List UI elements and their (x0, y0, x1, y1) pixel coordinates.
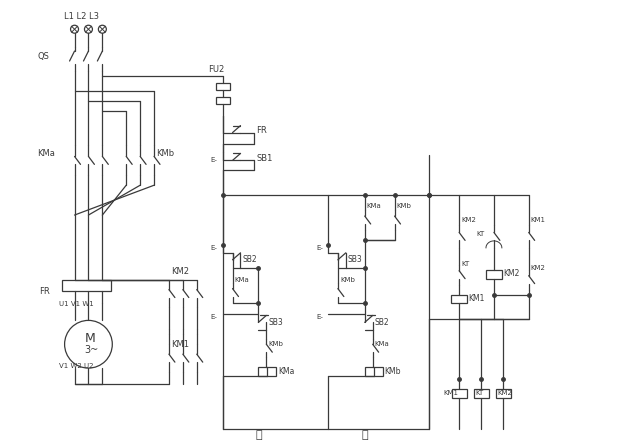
Bar (61, 280, 111, 291)
Text: KMb: KMb (340, 277, 355, 283)
Circle shape (84, 25, 92, 33)
Text: SB3: SB3 (268, 318, 283, 327)
Text: E-: E- (316, 245, 323, 251)
Bar (496, 389, 511, 398)
Bar (474, 389, 489, 398)
Text: KMb: KMb (385, 367, 401, 375)
Bar (451, 295, 467, 304)
Text: KM2: KM2 (503, 269, 519, 278)
Text: U1 V1 W1: U1 V1 W1 (59, 301, 93, 308)
Circle shape (65, 320, 112, 368)
Text: KM1: KM1 (531, 217, 546, 223)
Text: E-: E- (211, 314, 218, 320)
Text: FU2: FU2 (208, 65, 224, 75)
Circle shape (70, 25, 79, 33)
Text: FR: FR (257, 126, 267, 135)
Text: 3~: 3~ (84, 345, 99, 355)
Text: KMa: KMa (278, 367, 294, 375)
Bar (365, 367, 383, 376)
Text: KM2: KM2 (461, 217, 476, 223)
Text: KM1: KM1 (444, 390, 458, 396)
Text: QS: QS (38, 51, 50, 60)
Bar (216, 83, 230, 90)
Text: 正: 正 (255, 430, 262, 440)
Text: L1 L2 L3: L1 L2 L3 (63, 12, 99, 21)
Text: KMa: KMa (234, 277, 250, 283)
Text: E-: E- (316, 314, 323, 320)
Text: SB2: SB2 (374, 318, 389, 327)
Text: KMa: KMa (367, 203, 381, 209)
Text: KMb: KMb (156, 149, 174, 158)
Text: KT: KT (461, 261, 469, 267)
Text: FR: FR (39, 287, 49, 296)
Text: SB2: SB2 (243, 255, 257, 264)
Bar (216, 97, 230, 104)
Text: KM1: KM1 (171, 340, 189, 349)
Text: SB1: SB1 (257, 154, 273, 163)
Text: 反: 反 (362, 430, 368, 440)
Bar (259, 367, 276, 376)
Text: KMb: KMb (268, 341, 283, 347)
Text: M: M (84, 332, 95, 345)
Text: SB3: SB3 (348, 255, 363, 264)
Text: KMa: KMa (36, 149, 54, 158)
Text: KT: KT (475, 390, 483, 396)
Bar (486, 270, 502, 278)
Text: KM2: KM2 (497, 390, 512, 396)
Text: KT: KT (476, 231, 484, 237)
Text: E-: E- (211, 245, 218, 251)
Bar (452, 389, 467, 398)
Text: KM2: KM2 (531, 265, 545, 271)
Text: KM1: KM1 (468, 294, 484, 303)
Text: KMb: KMb (397, 203, 412, 209)
Text: V1 W2 U2: V1 W2 U2 (59, 363, 93, 369)
Text: E-: E- (211, 157, 218, 164)
Circle shape (99, 25, 106, 33)
Text: KM2: KM2 (171, 267, 189, 276)
Text: KMa: KMa (374, 341, 389, 347)
